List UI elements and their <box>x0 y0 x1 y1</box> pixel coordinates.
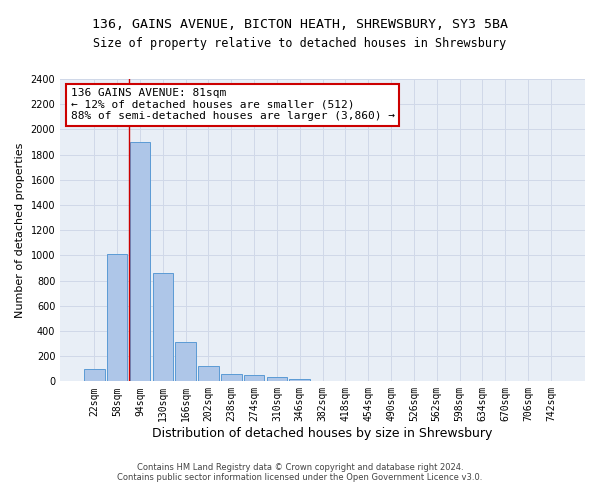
X-axis label: Distribution of detached houses by size in Shrewsbury: Distribution of detached houses by size … <box>152 427 493 440</box>
Text: Size of property relative to detached houses in Shrewsbury: Size of property relative to detached ho… <box>94 38 506 51</box>
Bar <box>244 375 265 382</box>
Bar <box>289 378 310 382</box>
Bar <box>198 366 219 382</box>
Y-axis label: Number of detached properties: Number of detached properties <box>15 142 25 318</box>
Text: 136, GAINS AVENUE, BICTON HEATH, SHREWSBURY, SY3 5BA: 136, GAINS AVENUE, BICTON HEATH, SHREWSB… <box>92 18 508 30</box>
Bar <box>266 377 287 382</box>
Text: Contains public sector information licensed under the Open Government Licence v3: Contains public sector information licen… <box>118 474 482 482</box>
Bar <box>107 254 127 382</box>
Bar <box>84 368 104 382</box>
Text: 136 GAINS AVENUE: 81sqm
← 12% of detached houses are smaller (512)
88% of semi-d: 136 GAINS AVENUE: 81sqm ← 12% of detache… <box>71 88 395 122</box>
Text: Contains HM Land Registry data © Crown copyright and database right 2024.: Contains HM Land Registry data © Crown c… <box>137 464 463 472</box>
Bar <box>130 142 150 382</box>
Bar <box>221 374 242 382</box>
Bar <box>152 273 173 382</box>
Bar <box>175 342 196 382</box>
